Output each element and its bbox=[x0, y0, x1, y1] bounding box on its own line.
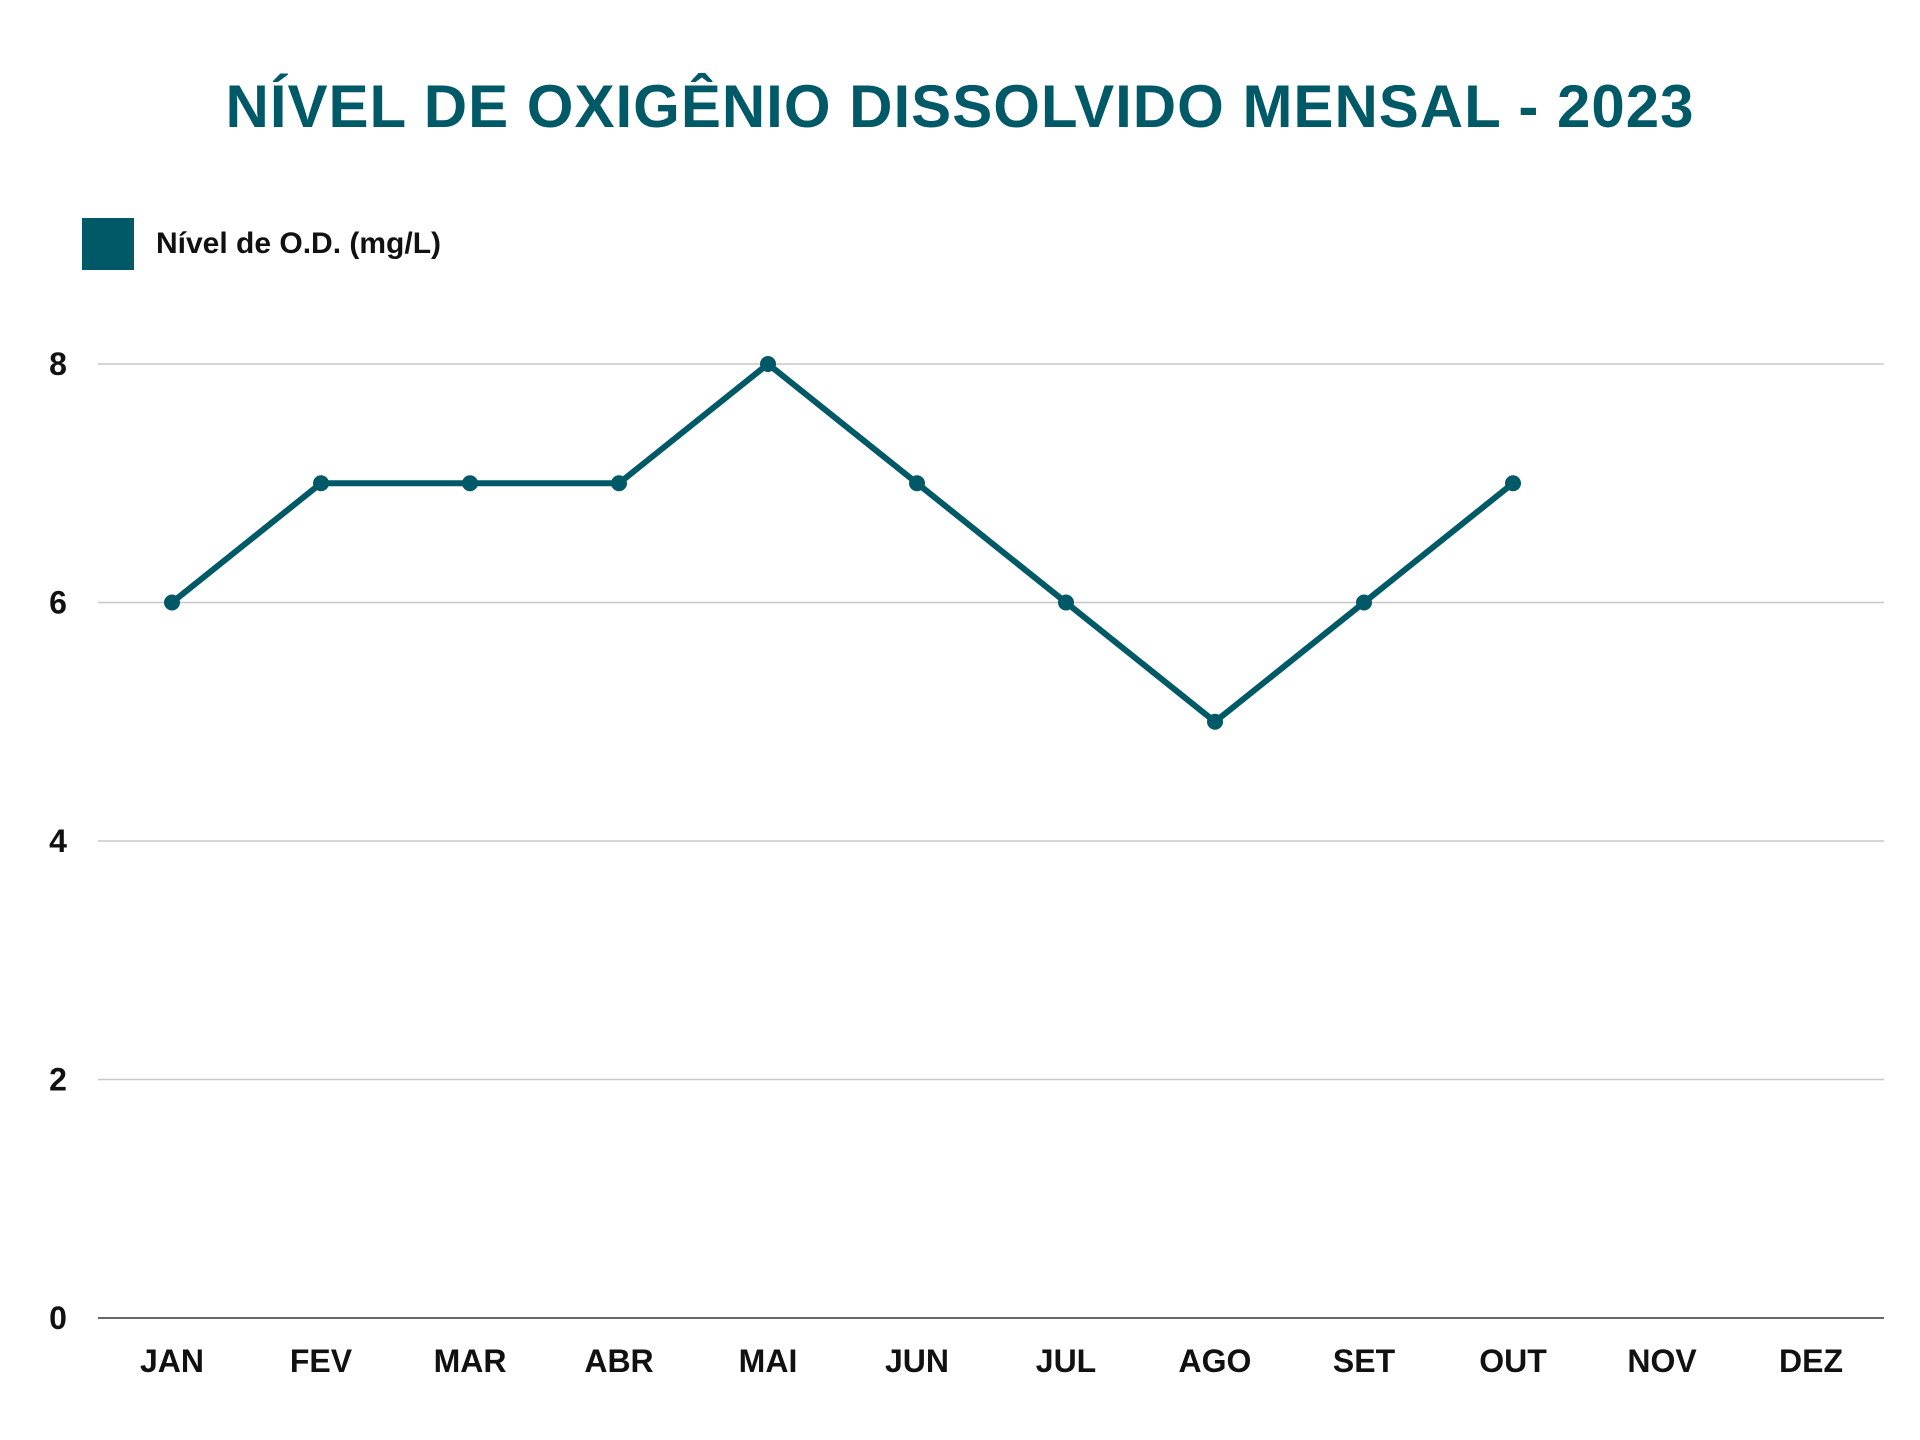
legend: Nível de O.D. (mg/L) bbox=[82, 218, 441, 270]
data-point bbox=[1207, 713, 1223, 730]
x-tick-label: MAI bbox=[739, 1343, 798, 1379]
chart-title: NÍVEL DE OXIGÊNIO DISSOLVIDO MENSAL - 20… bbox=[225, 73, 1695, 140]
legend-label: Nível de O.D. (mg/L) bbox=[156, 227, 442, 260]
data-point bbox=[1505, 475, 1521, 492]
data-point bbox=[164, 594, 180, 611]
x-tick-label: AGO bbox=[1179, 1343, 1252, 1379]
data-point bbox=[313, 475, 329, 492]
x-tick-label: JAN bbox=[140, 1343, 204, 1379]
x-tick-label: OUT bbox=[1479, 1343, 1547, 1379]
x-tick-label: NOV bbox=[1627, 1343, 1697, 1379]
data-point bbox=[1356, 594, 1372, 611]
x-tick-label: ABR bbox=[584, 1343, 653, 1379]
x-tick-label: FEV bbox=[290, 1343, 353, 1379]
data-point bbox=[760, 356, 776, 372]
data-point bbox=[1058, 594, 1074, 611]
y-tick-label: 6 bbox=[49, 585, 67, 621]
series-line bbox=[169, 361, 1516, 725]
y-tick-label: 8 bbox=[49, 346, 67, 382]
y-tick-label: 0 bbox=[49, 1300, 67, 1336]
y-tick-label: 2 bbox=[49, 1062, 67, 1098]
x-tick-label: SET bbox=[1333, 1343, 1396, 1379]
x-tick-label: JUL bbox=[1036, 1343, 1096, 1379]
data-point bbox=[909, 475, 925, 492]
series bbox=[164, 356, 1521, 730]
gridlines bbox=[98, 363, 1884, 1081]
legend-swatch bbox=[82, 218, 134, 270]
x-tick-label: MAR bbox=[434, 1343, 507, 1379]
y-tick-label: 4 bbox=[49, 823, 67, 859]
x-tick-label: DEZ bbox=[1779, 1343, 1843, 1379]
tick-labels: 0 2 4 6 8 JAN FEV MAR ABR MAI JUN JUL AGO SET OUT NOV DE… bbox=[49, 346, 1843, 1379]
x-tick-label: JUN bbox=[885, 1343, 949, 1379]
data-point bbox=[611, 475, 627, 492]
data-point bbox=[462, 475, 478, 492]
